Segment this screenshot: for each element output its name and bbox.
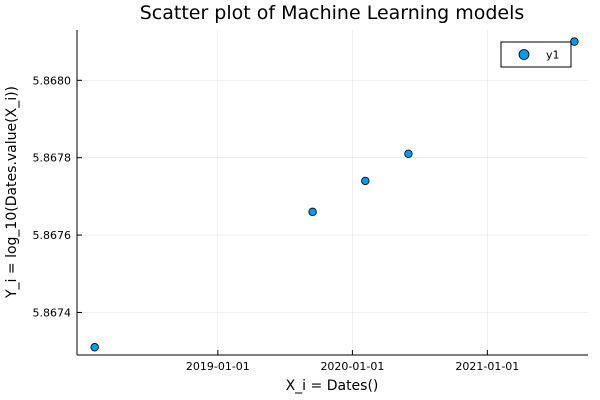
data-point [90, 343, 99, 352]
x-axis-title: X_i = Dates() [286, 378, 379, 394]
data-point [361, 176, 370, 186]
x-tick-label: 2019-01-01 [186, 360, 250, 373]
x-tick-label: 2020-01-01 [320, 360, 384, 373]
chart-title: Scatter plot of Machine Learning models [140, 2, 525, 24]
data-point [404, 149, 413, 159]
point-layer [90, 37, 579, 352]
data-point [570, 37, 579, 46]
x-tick-label: 2021-01-01 [455, 360, 519, 373]
data-point [308, 207, 317, 217]
legend: y1 [500, 41, 572, 68]
y-axis-title: Y_i = log_10(Dates.value(X_i)) [4, 86, 20, 299]
y-tick-label: 5.8676 [33, 229, 72, 242]
legend-marker [518, 49, 530, 60]
y-tick-label: 5.8674 [33, 306, 72, 319]
grid-layer [77, 30, 588, 355]
legend-box [500, 41, 572, 68]
tick-layer: 2019-01-01 2020-01-01 2021-01-01 5.8674 5.86… [33, 74, 520, 373]
legend-label-y1: y1 [546, 49, 560, 62]
y-tick-label: 5.8678 [33, 152, 72, 165]
y-tick-label: 5.8680 [33, 74, 72, 87]
